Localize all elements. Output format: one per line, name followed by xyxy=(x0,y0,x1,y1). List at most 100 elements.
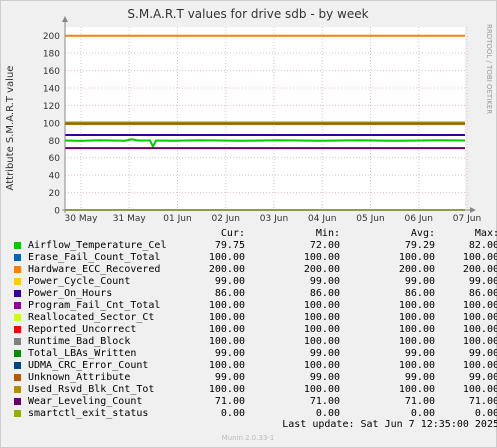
chart-title: S.M.A.R.T values for drive sdb - by week xyxy=(127,7,368,21)
legend-max-value: 99.00 xyxy=(468,372,497,383)
legend-row: Program_Fail_Cnt_Total 100.00 100.00 100.00… xyxy=(14,300,497,312)
legend-max-value: 99.00 xyxy=(468,276,497,287)
legend-avg-value: 200.00 xyxy=(398,264,435,275)
legend-min-value: 100.00 xyxy=(303,336,340,347)
legend-avg-value: 100.00 xyxy=(398,252,435,263)
legend-cur-value: 71.00 xyxy=(214,396,245,407)
y-tick-label: 180 xyxy=(43,50,60,60)
legend-row: smartctl_exit_status 0.00 0.00 0.00 0.00 xyxy=(14,408,497,420)
legend-series-name: Airflow_Temperature_Cel xyxy=(28,240,167,251)
legend-row: Hardware_ECC_Recovered 200.00 200.00 200.00… xyxy=(14,264,497,276)
legend-swatch xyxy=(14,314,21,321)
legend-row: Erase_Fail_Count_Total 100.00 100.00 100.00… xyxy=(14,252,497,264)
legend-min-value: 100.00 xyxy=(303,324,340,335)
legend-max-value: 100.00 xyxy=(462,336,497,347)
y-tick-label: 60 xyxy=(49,154,61,164)
legend-min-value: 0.00 xyxy=(315,408,340,419)
legend-avg-value: 0.00 xyxy=(410,408,435,419)
series-line-Airflow_Temperature_Cel xyxy=(64,138,466,149)
legend-min-value: 100.00 xyxy=(303,252,340,263)
legend-series-name: Reallocated_Sector_Ct xyxy=(28,312,155,323)
x-tick-label: 31 May xyxy=(113,214,147,224)
legend-swatch xyxy=(14,266,21,273)
legend-header-min: Min: xyxy=(315,228,340,239)
legend-avg-value: 99.00 xyxy=(404,372,435,383)
legend-header-avg: Avg: xyxy=(410,228,435,239)
legend-header-max: Max: xyxy=(474,228,497,239)
legend-series-name: UDMA_CRC_Error_Count xyxy=(28,360,149,371)
x-tick-label: 03 Jun xyxy=(260,214,288,224)
legend-swatch xyxy=(14,374,21,381)
legend-row: Total_LBAs_Written 99.00 99.00 99.00 99.00 xyxy=(14,348,497,360)
legend-series-name: Power_On_Hours xyxy=(28,288,113,299)
legend-min-value: 100.00 xyxy=(303,312,340,323)
legend-row: Power_On_Hours 86.00 86.00 86.00 86.00 xyxy=(14,288,497,300)
legend-max-value: 200.00 xyxy=(462,264,497,275)
legend-series-name: Hardware_ECC_Recovered xyxy=(28,264,161,275)
legend-row: Unknown_Attribute 99.00 99.00 99.00 99.00 xyxy=(14,372,497,384)
legend-max-value: 86.00 xyxy=(468,288,497,299)
x-tick-label: 02 Jun xyxy=(212,214,240,224)
legend-avg-value: 100.00 xyxy=(398,336,435,347)
legend-row: Reported_Uncorrect 100.00 100.00 100.00 100.… xyxy=(14,324,497,336)
series-lines xyxy=(64,34,466,211)
legend-min-value: 100.00 xyxy=(303,300,340,311)
legend-series-name: Total_LBAs_Written xyxy=(28,348,137,359)
legend-series-name: Erase_Fail_Count_Total xyxy=(28,252,161,263)
legend-cur-value: 99.00 xyxy=(214,372,245,383)
legend-swatch xyxy=(14,386,21,393)
legend-series-name: Used_Rsvd_Blk_Cnt_Tot xyxy=(28,384,155,395)
legend-max-value: 71.00 xyxy=(468,396,497,407)
legend-swatch xyxy=(14,398,21,405)
x-tick-label: 05 Jun xyxy=(356,214,384,224)
legend-row: UDMA_CRC_Error_Count 100.00 100.00 100.00 10… xyxy=(14,360,497,372)
legend-cur-value: 99.00 xyxy=(214,348,245,359)
legend-min-value: 86.00 xyxy=(309,288,340,299)
y-axis-arrow xyxy=(62,16,68,22)
legend-avg-value: 100.00 xyxy=(398,324,435,335)
legend-cur-value: 100.00 xyxy=(208,360,245,371)
y-tick-label: 20 xyxy=(49,189,61,199)
y-tick-label: 80 xyxy=(49,137,61,147)
legend-avg-value: 100.00 xyxy=(398,300,435,311)
legend-cur-value: 86.00 xyxy=(214,288,245,299)
y-tick-label: 140 xyxy=(43,85,60,95)
y-tick-label: 40 xyxy=(49,172,61,182)
legend-row: Power_Cycle_Count 99.00 99.00 99.00 99.00 xyxy=(14,276,497,288)
x-axis-arrow xyxy=(470,207,476,213)
legend-swatch xyxy=(14,362,21,369)
legend-row: Wear_Leveling_Count 71.00 71.00 71.00 71.00 xyxy=(14,396,497,408)
legend-cur-value: 0.00 xyxy=(220,408,245,419)
legend-swatch xyxy=(14,254,21,261)
legend-max-value: 100.00 xyxy=(462,312,497,323)
legend-series-name: smartctl_exit_status xyxy=(28,408,149,419)
legend-min-value: 99.00 xyxy=(309,276,340,287)
legend-max-value: 99.00 xyxy=(468,348,497,359)
y-axis-label: Attribute S.M.A.R.T value xyxy=(5,66,16,191)
legend-swatch xyxy=(14,410,21,417)
legend-cur-value: 79.75 xyxy=(214,240,245,251)
legend-max-value: 100.00 xyxy=(462,324,497,335)
legend-min-value: 99.00 xyxy=(309,348,340,359)
legend-swatch xyxy=(14,338,21,345)
legend-series-name: Power_Cycle_Count xyxy=(28,276,131,287)
x-tick-labels: 30 May 31 May 01 Jun 02 Jun 03 Jun 04 Jun 05 J… xyxy=(65,214,482,224)
legend-max-value: 0.00 xyxy=(474,408,497,419)
legend-max-value: 82.00 xyxy=(468,240,497,251)
rrdtool-credit: RRDTOOL / TOBI OETIKER xyxy=(485,24,493,114)
legend-avg-value: 79.29 xyxy=(404,240,435,251)
y-tick-labels: 0 20 40 60 80 100 120 140 160 180 200 xyxy=(43,32,60,216)
legend-avg-value: 71.00 xyxy=(404,396,435,407)
last-update: Last update: Sat Jun 7 12:35:00 2025 xyxy=(14,419,497,431)
legend-row: Used_Rsvd_Blk_Cnt_Tot 100.00 100.00 100.00 1… xyxy=(14,384,497,396)
legend-avg-value: 86.00 xyxy=(404,288,435,299)
legend-swatch xyxy=(14,302,21,309)
legend-swatch xyxy=(14,350,21,357)
legend-cur-value: 100.00 xyxy=(208,312,245,323)
legend-min-value: 200.00 xyxy=(303,264,340,275)
legend-cur-value: 99.00 xyxy=(214,276,245,287)
axes xyxy=(62,16,476,213)
legend-avg-value: 100.00 xyxy=(398,360,435,371)
plot-area xyxy=(65,27,465,210)
